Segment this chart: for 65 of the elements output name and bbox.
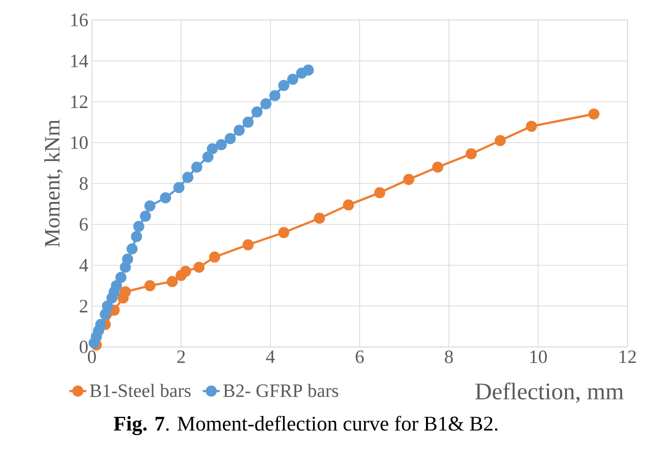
point	[95, 319, 106, 330]
point	[494, 135, 506, 146]
point	[102, 300, 114, 312]
point	[342, 200, 354, 211]
point	[100, 308, 111, 320]
point	[160, 192, 172, 204]
point	[302, 64, 314, 76]
point	[180, 266, 192, 278]
point	[374, 187, 386, 198]
point	[432, 162, 444, 173]
point	[209, 252, 220, 263]
point	[278, 80, 290, 92]
y-tick-label: 6	[80, 218, 88, 231]
point	[122, 254, 134, 265]
point	[287, 74, 298, 85]
point	[173, 182, 184, 194]
point	[278, 227, 290, 238]
point	[224, 133, 236, 144]
x-axis-title: Deflection, mm	[475, 382, 624, 404]
point	[588, 108, 600, 120]
point	[242, 116, 254, 128]
point	[260, 98, 272, 110]
point	[234, 124, 245, 136]
y-tick-label: 0	[80, 340, 88, 354]
legend-label: B1-Steel bars	[90, 384, 191, 398]
y-tick-label: 4	[79, 259, 88, 272]
point	[526, 120, 538, 132]
point	[403, 174, 414, 186]
point	[216, 139, 227, 150]
y-tick-label: 14	[71, 54, 88, 68]
y-tick-label: 16	[71, 14, 88, 26]
point	[130, 231, 142, 242]
x-tick-label: 10	[530, 350, 547, 364]
point	[251, 106, 263, 118]
y-tick-label: 10	[71, 136, 88, 150]
point	[144, 280, 156, 292]
x-tick-label: 8	[444, 350, 453, 364]
point	[182, 172, 194, 184]
legend-label: B2- GFRP bars	[223, 384, 338, 398]
point	[191, 162, 202, 173]
y-tick-label: 12	[71, 96, 88, 108]
point	[206, 143, 218, 154]
y-tick-label: 2	[80, 300, 88, 312]
point	[120, 262, 131, 273]
point	[202, 151, 214, 163]
point	[193, 262, 205, 273]
point	[133, 220, 144, 232]
y-axis-title: Moment, kNm	[44, 120, 63, 248]
point	[269, 90, 280, 102]
point	[314, 212, 326, 224]
x-tick-label: 4	[266, 350, 275, 363]
point	[466, 148, 477, 160]
x-tick-label: 12	[620, 350, 636, 364]
point	[140, 210, 151, 222]
point	[110, 280, 122, 292]
point	[120, 286, 131, 298]
point	[166, 276, 178, 288]
point	[242, 239, 254, 250]
point	[115, 272, 126, 284]
point	[126, 243, 138, 255]
point	[144, 200, 156, 212]
y-tick-label: 8	[80, 177, 88, 190]
x-tick-label: 2	[177, 350, 185, 364]
text: Fig. 7. Moment-deflection curve for B1& B2.	[114, 416, 498, 436]
x-tick-label: 6	[356, 350, 364, 364]
